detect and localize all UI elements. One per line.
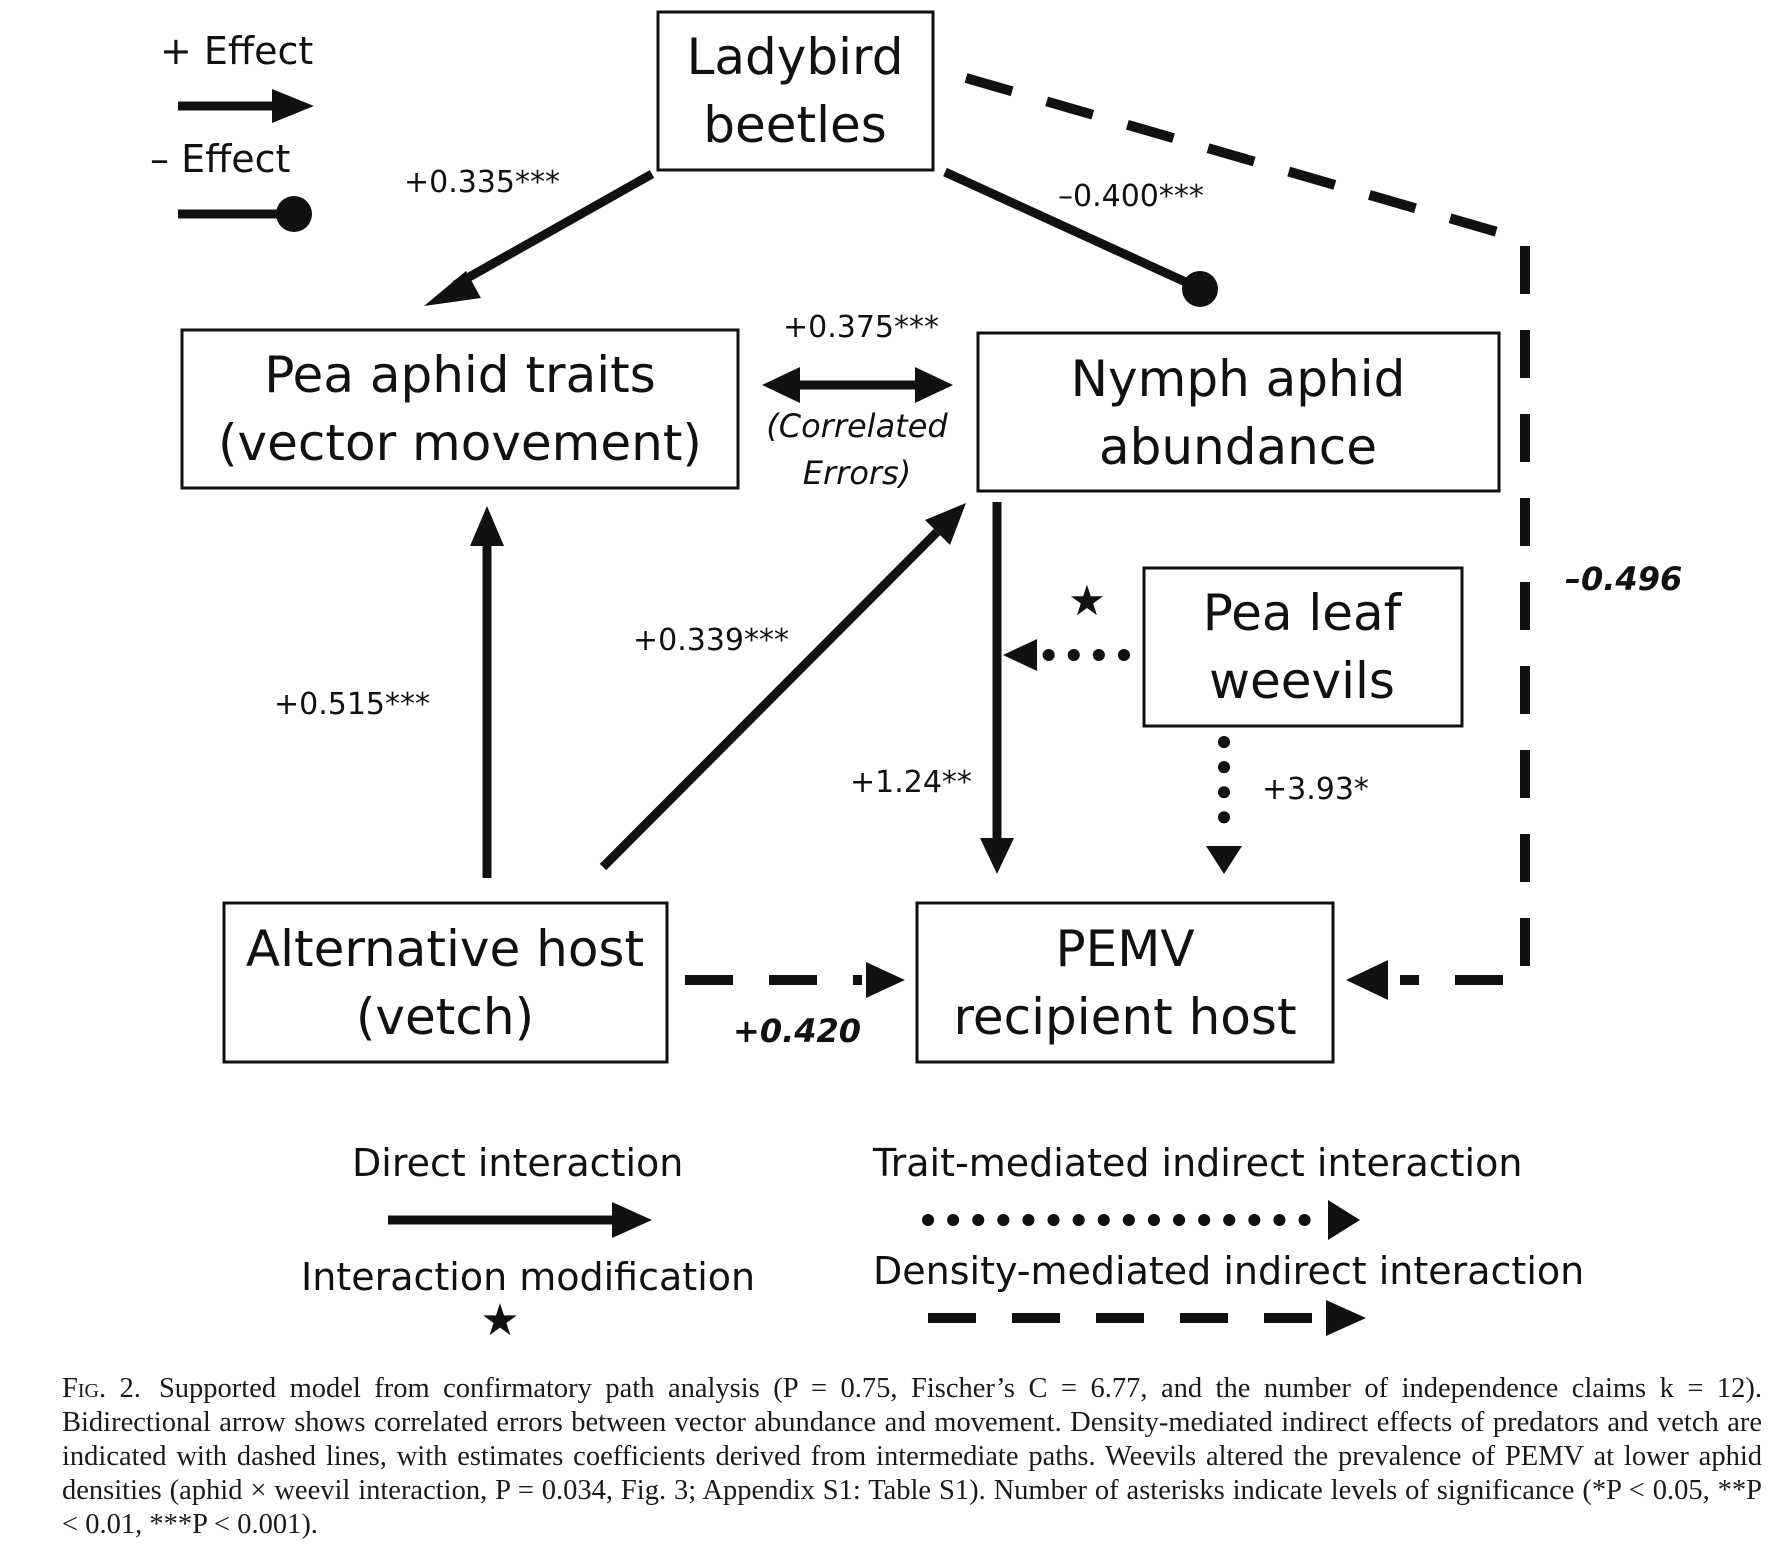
legend-star-icon: ★ xyxy=(480,1295,519,1346)
edge-ladybird-to-pemv: –0.496 xyxy=(964,73,1682,1000)
pea-aphid-label-line2: (vector movement) xyxy=(218,414,702,472)
node-pea-leaf-weevils: Pea leaf weevils xyxy=(1142,566,1464,728)
ladybird-box xyxy=(656,10,935,172)
arrowhead-left xyxy=(762,367,800,403)
node-pea-aphid-traits: Pea aphid traits (vector movement) xyxy=(180,328,740,490)
ladybird-label-line1: Ladybird xyxy=(687,28,904,86)
pea-aphid-label-line1: Pea aphid traits xyxy=(264,346,656,404)
edge-label: +3.93* xyxy=(1262,772,1369,807)
ladybird-label-line2: beetles xyxy=(703,96,887,154)
edge-weevils-modification: ★ xyxy=(1003,576,1130,671)
edge-label: –0.496 xyxy=(1565,560,1682,598)
correlated-note-line2: Errors) xyxy=(803,454,911,492)
nymph-label-line1: Nymph aphid xyxy=(1071,350,1406,408)
node-nymph-aphid: Nymph aphid abundance xyxy=(976,331,1501,493)
legend-modification-label: Interaction modification xyxy=(301,1255,755,1299)
edge-label: +0.335*** xyxy=(404,165,560,200)
alt-host-label-line1: Alternative host xyxy=(246,920,644,978)
positive-effect-arrowhead xyxy=(272,89,314,123)
legend-density-label: Density-mediated indirect interaction xyxy=(873,1249,1584,1293)
negative-effect-dot xyxy=(276,196,312,232)
edge-line xyxy=(452,170,655,289)
legend-density-arrowhead xyxy=(1326,1300,1366,1336)
negative-effect-label: – Effect xyxy=(150,137,290,181)
edge-alt-to-pemv: +0.420 xyxy=(685,962,905,1050)
arrowhead xyxy=(925,503,966,545)
edge-alt-to-nymph: +0.339*** xyxy=(599,503,966,871)
correlated-note-line1: (Correlated xyxy=(766,407,948,445)
legend-trait-arrowhead xyxy=(1328,1200,1360,1240)
edge-line xyxy=(943,167,1192,289)
caption-text: Supported model from confirmatory path a… xyxy=(62,1373,1762,1540)
edge-correlated-errors: +0.375*** (Correlated Errors) xyxy=(762,310,953,492)
figure-caption: Fig. 2. Supported model from confirmatory… xyxy=(62,1372,1762,1542)
edge-nymph-to-pemv: +1.24** xyxy=(850,502,1014,874)
interaction-modification-star-icon: ★ xyxy=(1068,576,1106,625)
arrowhead xyxy=(980,838,1014,874)
nymph-box xyxy=(976,331,1501,493)
pemv-box xyxy=(915,901,1335,1064)
edge-label: +0.375*** xyxy=(783,310,939,345)
pemv-label-line1: PEMV xyxy=(1055,920,1194,978)
weevils-label-line2: weevils xyxy=(1209,652,1395,710)
legend-direct-arrowhead xyxy=(612,1202,652,1238)
pemv-label-line2: recipient host xyxy=(953,988,1296,1046)
arrowhead xyxy=(1346,960,1388,1000)
legend-direct-label: Direct interaction xyxy=(352,1141,683,1185)
alt-host-box xyxy=(222,901,669,1064)
edge-alt-to-pea-aphid: +0.515*** xyxy=(274,506,504,878)
alt-host-label-line2: (vetch) xyxy=(356,988,534,1046)
edge-label: +0.515*** xyxy=(274,687,430,722)
edge-label: +0.420 xyxy=(733,1012,861,1050)
arrowhead xyxy=(1206,846,1242,874)
arrowhead xyxy=(866,962,905,998)
edge-label: –0.400*** xyxy=(1058,179,1204,214)
edge-line xyxy=(964,73,1530,985)
edge-line xyxy=(599,528,941,871)
edge-weevils-to-pemv: +3.93* xyxy=(1206,736,1369,874)
nymph-label-line2: abundance xyxy=(1099,418,1377,476)
node-ladybird: Ladybird beetles xyxy=(656,10,935,172)
weevils-box xyxy=(1142,566,1464,728)
edge-label: +1.24** xyxy=(850,765,972,800)
legend-trait-label: Trait-mediated indirect interaction xyxy=(872,1141,1522,1185)
positive-effect-label: + Effect xyxy=(160,29,313,73)
weevils-label-line1: Pea leaf xyxy=(1203,584,1403,642)
node-alternative-host: Alternative host (vetch) xyxy=(222,901,669,1064)
edge-ladybird-to-pea-aphid: +0.335*** xyxy=(404,165,655,306)
figure-label: Fig. 2. xyxy=(62,1373,141,1404)
path-diagram: + Effect – Effect Ladybird beetles Pea a… xyxy=(150,10,1682,1346)
arrowhead-right xyxy=(915,367,953,403)
arrowhead xyxy=(424,271,481,306)
arrowhead xyxy=(470,506,504,546)
pea-aphid-box xyxy=(180,328,740,490)
negative-dot xyxy=(1182,271,1218,307)
effect-legend: + Effect – Effect xyxy=(150,29,314,232)
edge-label: +0.339*** xyxy=(633,623,789,658)
arrowhead xyxy=(1003,639,1037,671)
edge-ladybird-to-nymph: –0.400*** xyxy=(943,167,1218,307)
node-pemv: PEMV recipient host xyxy=(915,901,1335,1064)
interaction-legend: Direct interaction Interaction modificat… xyxy=(301,1141,1584,1346)
